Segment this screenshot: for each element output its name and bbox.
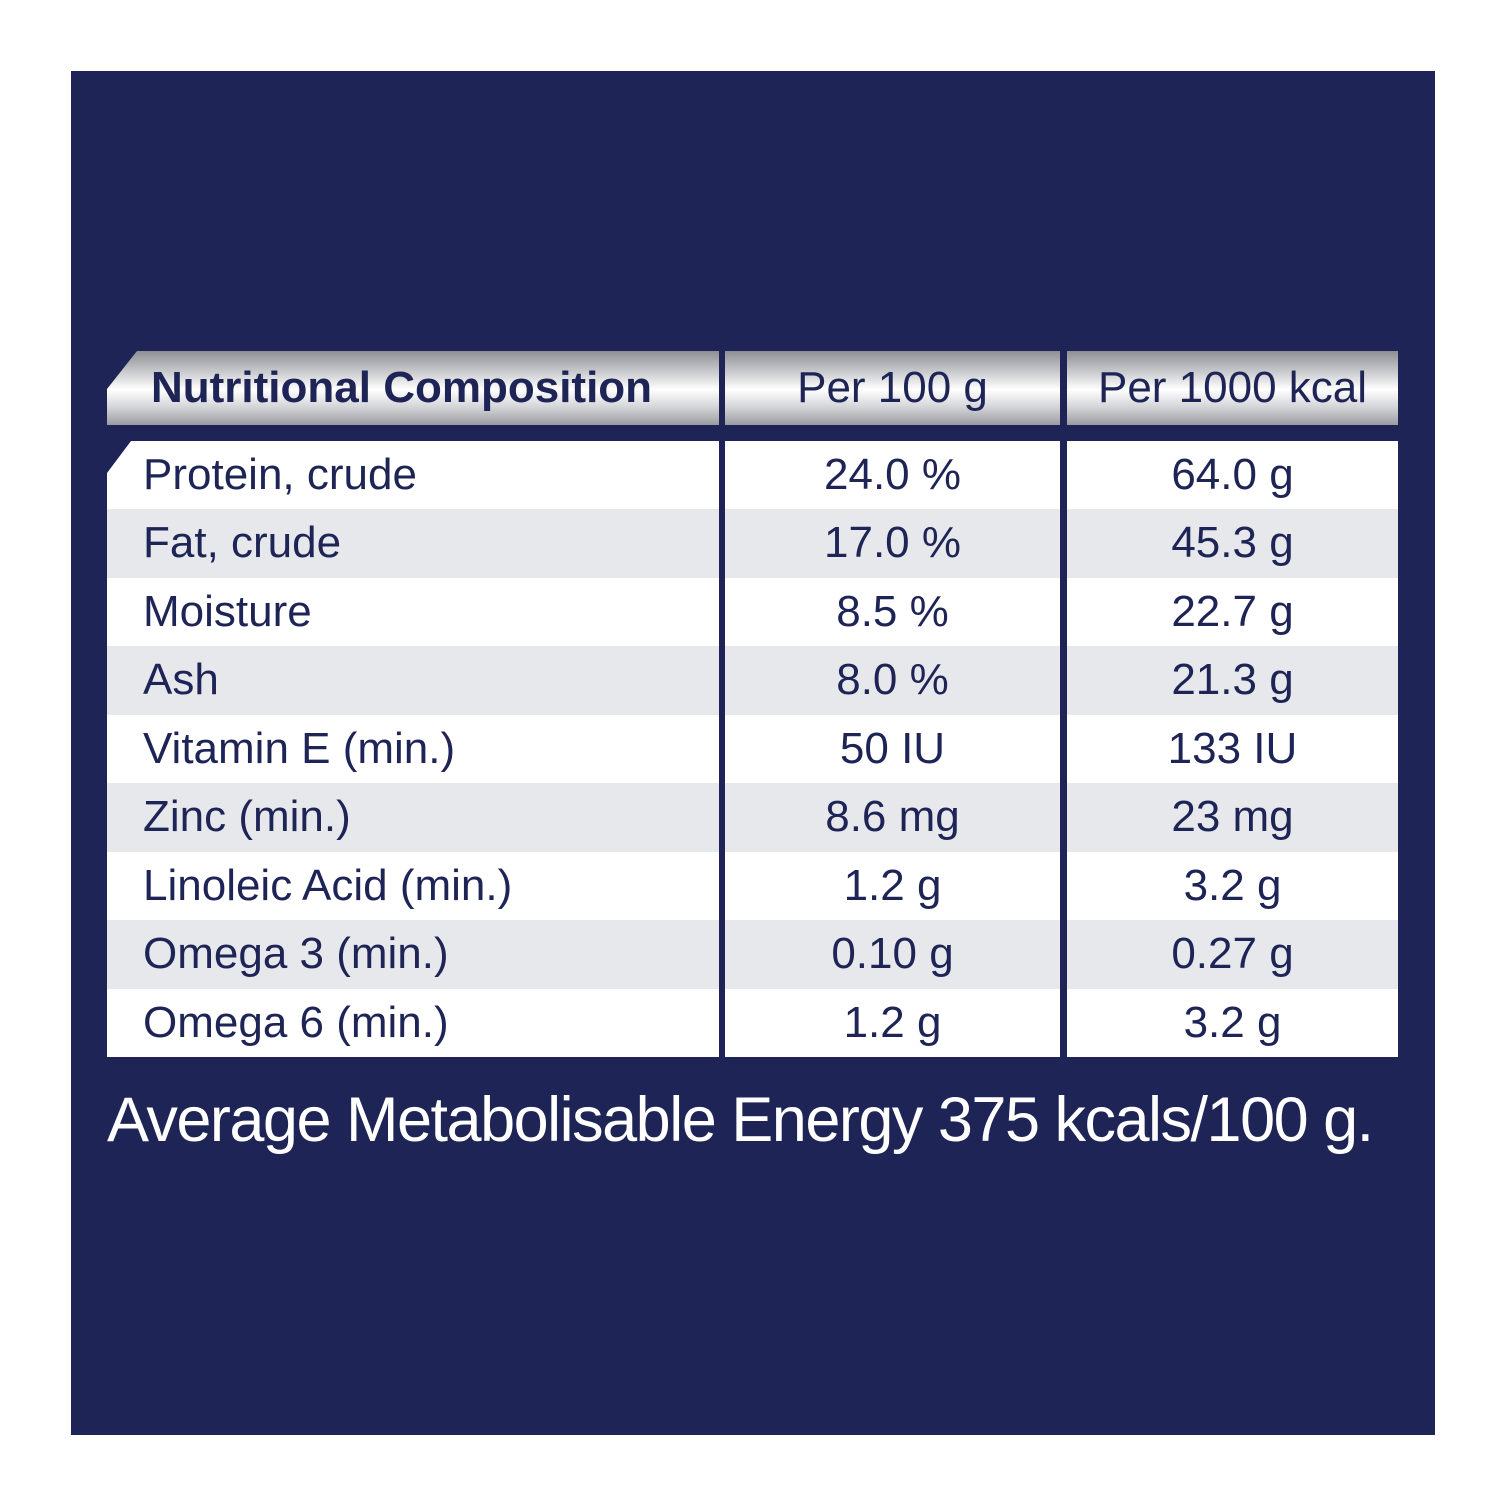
per-1000kcal-cell: 45.3 g [1067, 509, 1398, 578]
table-body: Protein, crude Fat, crude Moisture Ash Vitam… [107, 441, 1398, 1057]
column-nutrient: Protein, crude Fat, crude Moisture Ash Vitam… [107, 441, 719, 1057]
header-per-100g: Per 100 g [725, 351, 1060, 425]
per-100g-cell: 8.6 mg [725, 783, 1060, 852]
energy-note: Average Metabolisable Energy 375 kcals/1… [107, 1085, 1374, 1155]
per-1000kcal-cell: 3.2 g [1067, 988, 1398, 1057]
per-100g-cell: 1.2 g [725, 851, 1060, 921]
per-1000kcal-cell: 23 mg [1067, 783, 1398, 852]
per-1000kcal-cell: 3.2 g [1067, 851, 1398, 921]
per-100g-cell: 8.0 % [725, 646, 1060, 715]
nutrient-cell: Vitamin E (min.) [107, 714, 719, 784]
nutrient-cell: Ash [107, 646, 719, 715]
per-1000kcal-cell: 64.0 g [1067, 441, 1398, 510]
nutrient-cell: Omega 3 (min.) [107, 920, 719, 989]
per-1000kcal-cell: 0.27 g [1067, 920, 1398, 989]
column-per-1000kcal: 64.0 g 45.3 g 22.7 g 21.3 g 133 IU 23 mg 3.2 g… [1067, 441, 1398, 1057]
nutrient-cell: Fat, crude [107, 509, 719, 578]
header-per-1000kcal: Per 1000 kcal [1067, 351, 1398, 425]
per-100g-cell: 17.0 % [725, 509, 1060, 578]
nutrient-cell: Omega 6 (min.) [107, 988, 719, 1057]
nutrient-cell: Protein, crude [107, 441, 719, 510]
per-1000kcal-cell: 133 IU [1067, 714, 1398, 784]
per-100g-cell: 0.10 g [725, 920, 1060, 989]
nutrient-cell: Zinc (min.) [107, 783, 719, 852]
per-100g-cell: 50 IU [725, 714, 1060, 784]
per-100g-cell: 8.5 % [725, 577, 1060, 647]
header-nutritional-composition: Nutritional Composition [107, 351, 719, 425]
nutrient-cell: Moisture [107, 577, 719, 647]
column-per-100g: 24.0 % 17.0 % 8.5 % 8.0 % 50 IU 8.6 mg 1.2 g 0.… [725, 441, 1060, 1057]
per-1000kcal-cell: 21.3 g [1067, 646, 1398, 715]
header-label-nutrient: Nutritional Composition [151, 363, 653, 412]
per-100g-cell: 1.2 g [725, 988, 1060, 1057]
per-100g-cell: 24.0 % [725, 441, 1060, 510]
nutrition-table: Nutritional Composition Per 100 g Per 10… [107, 351, 1398, 1057]
per-1000kcal-cell: 22.7 g [1067, 577, 1398, 647]
nutrient-cell: Linoleic Acid (min.) [107, 851, 719, 921]
